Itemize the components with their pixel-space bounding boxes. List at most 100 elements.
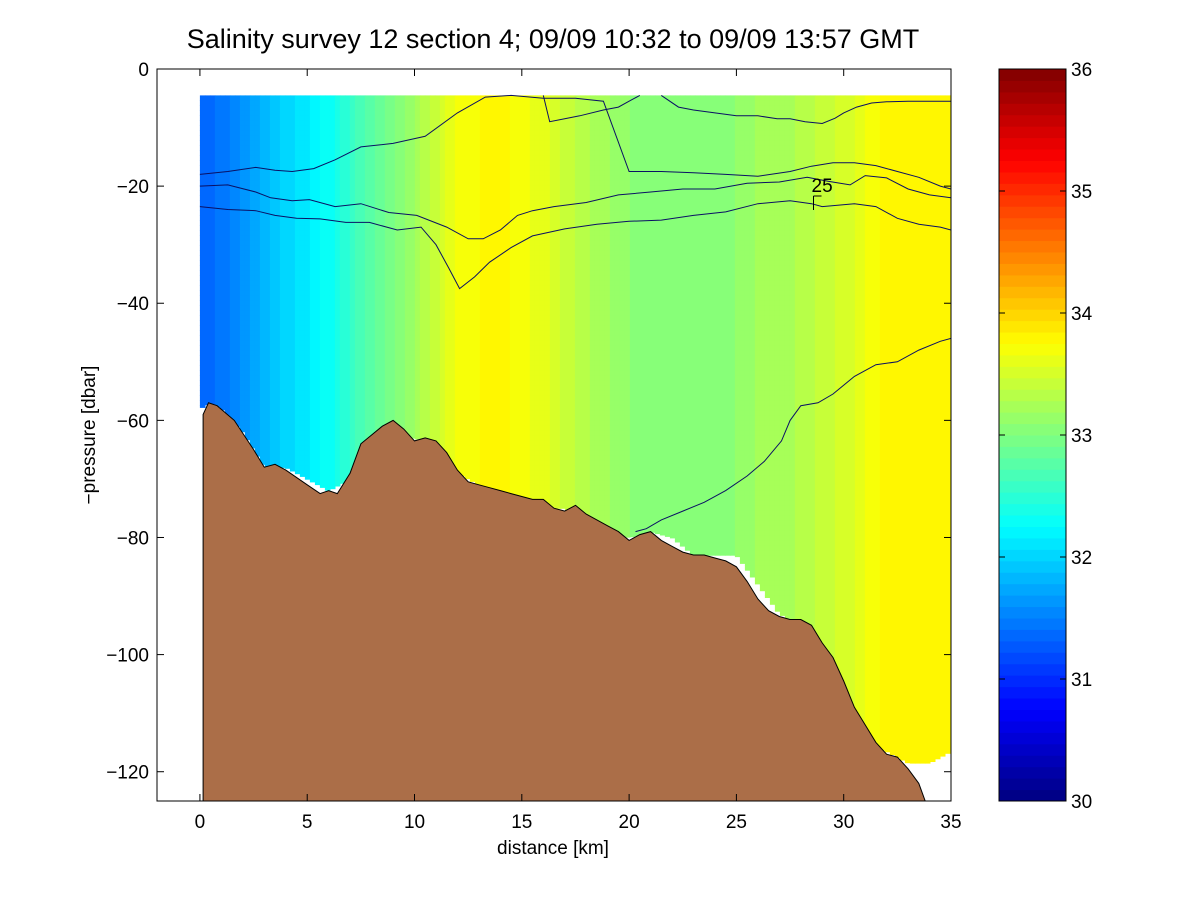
salinity-cell xyxy=(295,335,301,341)
salinity-cell xyxy=(300,95,306,101)
salinity-cell xyxy=(525,250,531,256)
salinity-cell xyxy=(200,360,206,366)
salinity-cell xyxy=(270,115,276,121)
salinity-cell xyxy=(395,245,401,251)
salinity-cell xyxy=(310,95,316,101)
salinity-cell xyxy=(485,260,491,266)
salinity-cell xyxy=(295,390,301,396)
salinity-cell xyxy=(295,425,301,431)
salinity-cell xyxy=(450,245,456,251)
salinity-cell xyxy=(480,190,486,196)
salinity-cell xyxy=(530,105,536,111)
salinity-cell xyxy=(400,105,406,111)
salinity-cell xyxy=(290,405,296,411)
salinity-cell xyxy=(385,270,391,276)
salinity-cell xyxy=(475,465,481,471)
salinity-cell xyxy=(510,160,516,166)
salinity-cell xyxy=(530,475,536,481)
salinity-cell xyxy=(480,230,486,236)
salinity-cell xyxy=(220,320,226,326)
salinity-cell xyxy=(380,325,386,331)
salinity-cell xyxy=(270,190,276,196)
salinity-cell xyxy=(340,135,346,141)
salinity-cell xyxy=(205,350,211,356)
salinity-cell xyxy=(405,350,411,356)
salinity-cell xyxy=(470,380,476,386)
salinity-cell xyxy=(465,145,471,151)
salinity-cell xyxy=(370,250,376,256)
salinity-cell xyxy=(315,355,321,361)
salinity-cell xyxy=(305,325,311,331)
salinity-cell xyxy=(205,340,211,346)
salinity-cell xyxy=(265,445,271,451)
salinity-cell xyxy=(470,300,476,306)
salinity-cell xyxy=(370,115,376,121)
salinity-cell xyxy=(475,440,481,446)
salinity-cell xyxy=(235,320,241,326)
salinity-cell xyxy=(235,105,241,111)
salinity-cell xyxy=(520,140,526,146)
salinity-cell xyxy=(520,355,526,361)
salinity-cell xyxy=(255,145,261,151)
salinity-cell xyxy=(265,245,271,251)
salinity-cell xyxy=(445,190,451,196)
salinity-cell xyxy=(420,430,426,436)
salinity-cell xyxy=(265,135,271,141)
salinity-cell xyxy=(275,360,281,366)
salinity-cell xyxy=(280,210,286,216)
salinity-cell xyxy=(300,285,306,291)
salinity-cell xyxy=(385,380,391,386)
salinity-cell xyxy=(440,240,446,246)
salinity-cell xyxy=(205,325,211,331)
salinity-cell xyxy=(215,210,221,216)
salinity-cell xyxy=(305,420,311,426)
salinity-cell xyxy=(505,350,511,356)
salinity-cell xyxy=(465,285,471,291)
salinity-cell xyxy=(490,155,496,161)
salinity-cell xyxy=(210,110,216,116)
salinity-cell xyxy=(205,200,211,206)
salinity-cell xyxy=(225,100,231,106)
salinity-cell xyxy=(210,375,216,381)
salinity-cell xyxy=(320,350,326,356)
salinity-cell xyxy=(470,145,476,151)
salinity-cell xyxy=(265,425,271,431)
salinity-cell xyxy=(450,255,456,261)
salinity-cell xyxy=(295,410,301,416)
salinity-cell xyxy=(320,435,326,441)
salinity-cell xyxy=(205,330,211,336)
salinity-cell xyxy=(285,150,291,156)
salinity-cell xyxy=(500,405,506,411)
salinity-cell xyxy=(375,400,381,406)
salinity-cell xyxy=(445,375,451,381)
salinity-cell xyxy=(365,190,371,196)
salinity-cell xyxy=(380,320,386,326)
salinity-cell xyxy=(410,310,416,316)
salinity-cell xyxy=(345,420,351,426)
salinity-cell xyxy=(460,135,466,141)
salinity-cell xyxy=(440,215,446,221)
salinity-cell xyxy=(500,260,506,266)
salinity-cell xyxy=(305,140,311,146)
salinity-cell xyxy=(220,375,226,381)
salinity-cell xyxy=(275,455,281,461)
salinity-cell xyxy=(505,405,511,411)
salinity-cell xyxy=(365,330,371,336)
salinity-cell xyxy=(375,385,381,391)
salinity-cell xyxy=(360,345,366,351)
salinity-cell xyxy=(360,235,366,241)
salinity-cell xyxy=(325,375,331,381)
salinity-cell xyxy=(200,355,206,361)
salinity-cell xyxy=(425,360,431,366)
salinity-cell xyxy=(405,190,411,196)
salinity-cell xyxy=(310,275,316,281)
salinity-cell xyxy=(455,370,461,376)
salinity-cell xyxy=(395,370,401,376)
salinity-cell xyxy=(280,130,286,136)
salinity-cell xyxy=(300,310,306,316)
salinity-cell xyxy=(320,425,326,431)
salinity-cell xyxy=(400,400,406,406)
salinity-cell xyxy=(235,250,241,256)
salinity-cell xyxy=(315,245,321,251)
salinity-cell xyxy=(365,270,371,276)
